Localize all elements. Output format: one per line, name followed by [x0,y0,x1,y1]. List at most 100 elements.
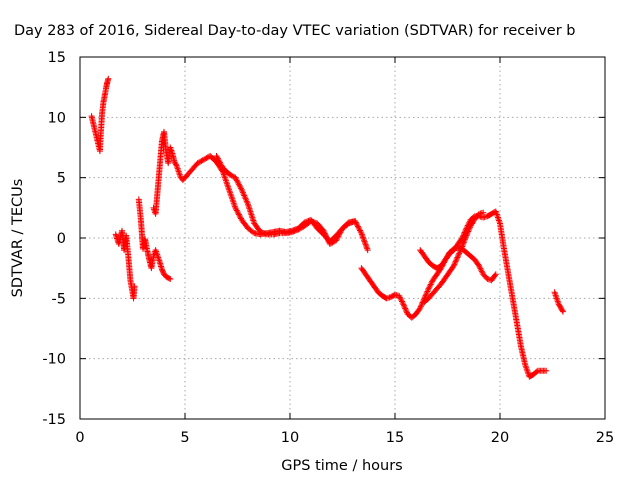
data-point [465,228,472,235]
data-point [424,288,431,295]
data-point [480,209,487,216]
data-point [452,258,459,265]
data-point [492,271,499,278]
data-point [230,198,237,205]
data-point [240,191,247,198]
data-point [357,228,364,235]
data-point [323,234,330,241]
data-point [491,272,498,279]
data-point [524,369,531,376]
data-point [363,242,370,249]
data-point [216,158,223,165]
data-point [244,199,251,206]
data-point [400,301,407,308]
data-point [235,211,242,218]
x-tick-label: 15 [386,430,404,446]
x-tick-label: 20 [491,430,509,446]
data-point [478,268,485,275]
data-point [229,173,236,180]
data-point [428,280,435,287]
data-point [329,239,336,246]
data-point [333,236,340,243]
data-point [401,304,408,311]
data-point [495,217,502,224]
data-point [175,168,182,175]
data-point [228,192,235,199]
data-point [522,363,529,370]
data-point [198,158,205,165]
data-point [455,251,462,258]
data-point [425,285,432,292]
data-point [401,302,407,309]
y-tick-label: 15 [48,50,66,66]
data-point [494,212,501,219]
data-point [364,247,371,254]
data-point [241,192,248,199]
data-point [239,188,246,195]
data-point [230,200,237,207]
data-point [238,185,244,192]
data-point [459,243,466,250]
data-point [333,237,340,244]
data-point [218,162,225,169]
data-point [363,244,370,251]
data-point [466,225,473,232]
data-point [398,297,405,304]
data-point [523,364,530,371]
data-point [166,275,173,282]
data-point [476,262,482,269]
data-point [361,238,368,245]
data-point [522,361,529,368]
data-point [214,155,221,162]
data-point [176,170,183,177]
data-point [360,235,367,242]
data-point [361,237,368,244]
data-point [296,225,303,232]
data-point [225,183,232,190]
data-point [320,227,327,234]
data-point [234,178,241,185]
chart-title: Day 283 of 2016, Sidereal Day-to-day VTE… [14,23,575,39]
data-point [200,156,207,163]
data-point [423,291,430,298]
data-point [243,196,250,203]
data-point [463,232,470,239]
data-point [175,167,182,174]
data-point [354,223,361,230]
data-point [553,293,560,300]
data-point [422,292,429,299]
data-point [476,264,483,271]
data-point [250,229,257,236]
data-point [227,191,234,198]
data-point [324,235,331,242]
data-point [553,295,560,302]
data-point [543,367,550,374]
data-point [238,186,245,193]
data-point [156,257,163,264]
data-point [227,171,234,178]
data-point [152,247,159,254]
data-point [477,265,484,272]
data-point [524,367,531,374]
data-point [464,229,471,236]
data-point [224,182,231,189]
data-point [236,212,243,219]
data-point [177,173,184,180]
data-point [402,305,409,312]
data-point [213,152,220,159]
data-point [425,287,431,294]
data-point [233,207,240,214]
data-point [221,174,228,181]
data-point [460,239,467,246]
data-point [417,304,424,311]
data-point [399,299,406,306]
data-point [337,229,344,236]
data-point [241,193,248,200]
data-point [228,194,235,201]
data-point [496,219,503,226]
y-tick-label: -5 [52,291,66,307]
data-point [233,177,240,184]
data-point [456,250,463,257]
data-point [354,222,361,229]
data-point [234,208,241,215]
